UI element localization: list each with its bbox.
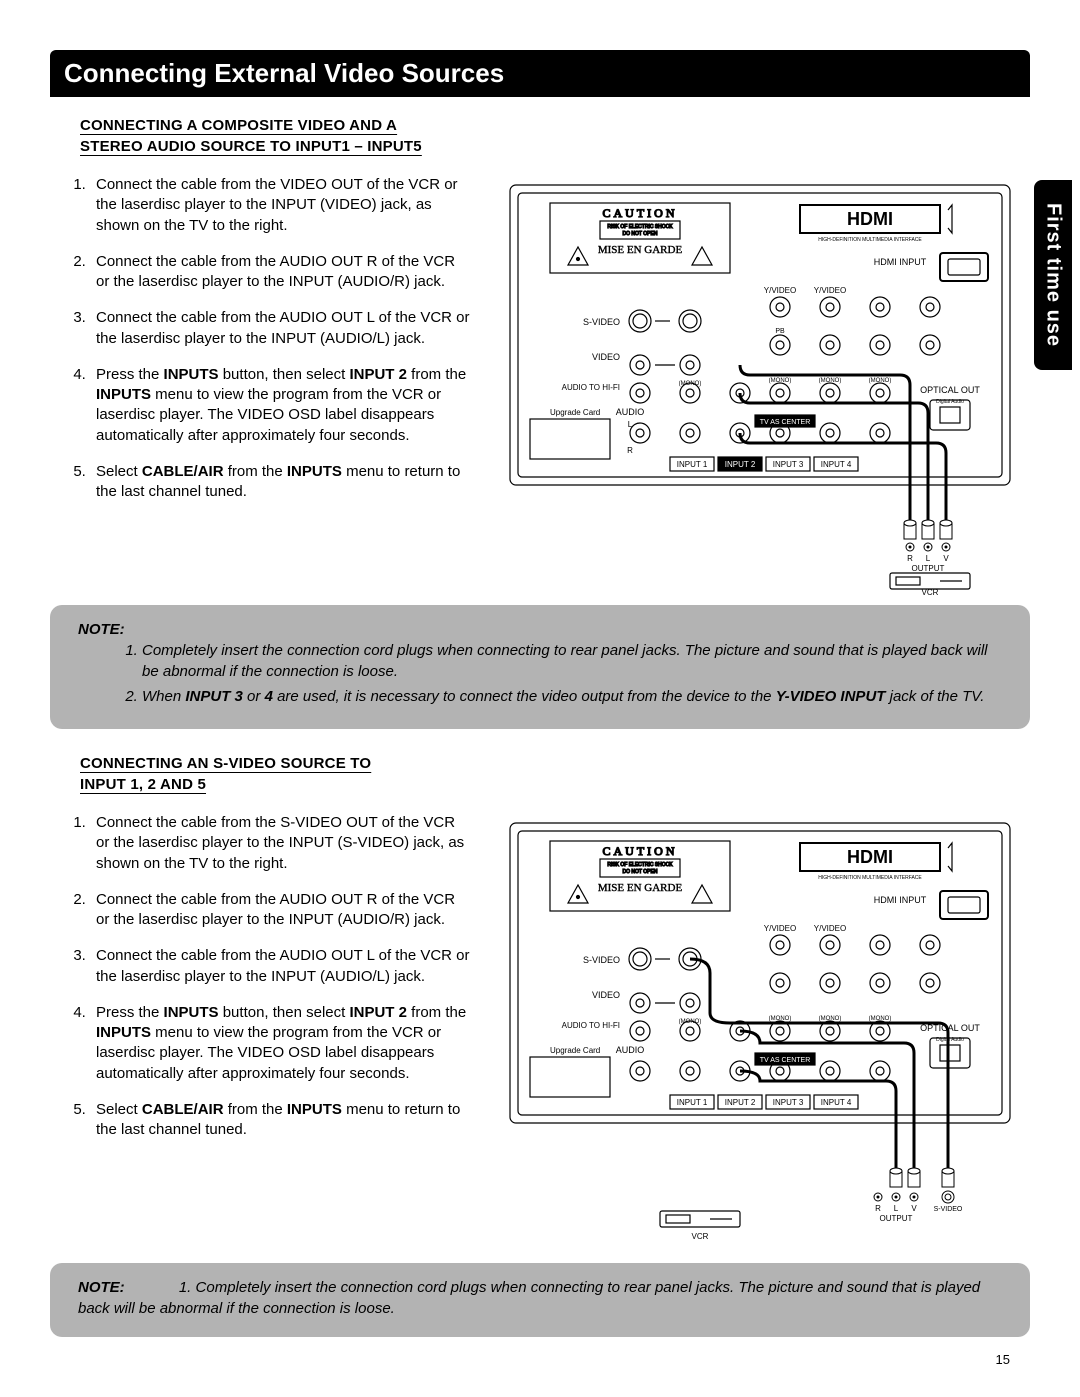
svg-text:INPUT 1: INPUT 1 <box>677 1098 708 1107</box>
svg-text:INPUT 3: INPUT 3 <box>773 460 804 469</box>
svg-text:INPUT 4: INPUT 4 <box>821 460 852 469</box>
svg-text:RISK OF ELECTRIC SHOCK: RISK OF ELECTRIC SHOCK <box>607 224 673 230</box>
svg-text:(MONO): (MONO) <box>769 378 792 384</box>
svg-text:DO NOT OPEN: DO NOT OPEN <box>623 869 658 875</box>
svg-text:Y/VIDEO: Y/VIDEO <box>814 924 846 933</box>
rear-panel-diagram-2: CAUTION RISK OF ELECTRIC SHOCK DO NOT OP… <box>500 813 1020 1253</box>
svg-text:(MONO): (MONO) <box>869 378 892 384</box>
svg-text:INPUT 3: INPUT 3 <box>773 1098 804 1107</box>
svg-text:V: V <box>911 1204 917 1213</box>
list-item: Connect the cable from the S-VIDEO OUT o… <box>90 813 470 874</box>
section1-heading: CONNECTING A COMPOSITE VIDEO AND A STERE… <box>80 115 460 157</box>
diagram-1: CAUTION RISK OF ELECTRIC SHOCK DO NOT OP… <box>490 175 1030 595</box>
list-item: Select CABLE/AIR from the INPUTS menu to… <box>90 462 470 503</box>
list-item: When INPUT 3 or 4 are used, it is necess… <box>142 686 1002 707</box>
svg-text:S-VIDEO: S-VIDEO <box>934 1206 963 1213</box>
svg-text:R: R <box>627 446 633 455</box>
svg-text:Y/VIDEO: Y/VIDEO <box>764 924 796 933</box>
section2-steps: Connect the cable from the S-VIDEO OUT o… <box>50 813 470 1253</box>
note2-label: NOTE: <box>78 1279 125 1296</box>
svg-text:PB: PB <box>775 328 785 335</box>
note-box-2: NOTE: 1. Completely insert the connectio… <box>50 1263 1030 1337</box>
svg-text:HDMI: HDMI <box>847 209 893 229</box>
svg-text:Y/VIDEO: Y/VIDEO <box>814 286 846 295</box>
svg-text:HDMI INPUT: HDMI INPUT <box>874 895 927 905</box>
note-box-1: NOTE: Completely insert the connection c… <box>50 605 1030 729</box>
svg-text:AUDIO TO HI-FI: AUDIO TO HI-FI <box>562 383 620 392</box>
svg-text:L: L <box>926 554 931 563</box>
list-item: Connect the cable from the AUDIO OUT L o… <box>90 308 470 349</box>
note-label: NOTE: <box>78 619 1002 640</box>
page-number: 15 <box>996 1352 1010 1367</box>
svg-text:Digital Audio: Digital Audio <box>936 399 964 405</box>
svg-text:MISE EN GARDE: MISE EN GARDE <box>598 244 683 256</box>
svg-text:OUTPUT: OUTPUT <box>912 564 945 573</box>
svg-text:OUTPUT: OUTPUT <box>880 1214 913 1223</box>
svg-text:OPTICAL OUT: OPTICAL OUT <box>920 385 980 395</box>
note2-text: 1. Completely insert the connection cord… <box>78 1279 980 1317</box>
side-tab: First time use <box>1034 180 1072 370</box>
svg-text:L: L <box>894 1204 899 1213</box>
list-item: Completely insert the connection cord pl… <box>142 640 1002 682</box>
svg-text:AUDIO: AUDIO <box>616 407 645 417</box>
list-item: Connect the cable from the AUDIO OUT R o… <box>90 252 470 293</box>
list-item: Press the INPUTS button, then select INP… <box>90 365 470 446</box>
svg-text:HIGH-DEFINITION MULTIMEDIA INT: HIGH-DEFINITION MULTIMEDIA INTERFACE <box>818 237 922 243</box>
svg-text:VIDEO: VIDEO <box>592 990 620 1000</box>
svg-text:INPUT 1: INPUT 1 <box>677 460 708 469</box>
svg-text:AUDIO: AUDIO <box>616 1045 645 1055</box>
section1-steps: Connect the cable from the VIDEO OUT of … <box>50 175 470 595</box>
svg-text:MISE EN GARDE: MISE EN GARDE <box>598 882 683 894</box>
section2-heading: CONNECTING AN S-VIDEO SOURCE TO INPUT 1,… <box>80 753 380 795</box>
list-item: Connect the cable from the AUDIO OUT L o… <box>90 946 470 987</box>
side-tab-label: First time use <box>1042 203 1065 347</box>
list-item: Select CABLE/AIR from the INPUTS menu to… <box>90 1100 470 1141</box>
svg-text:R: R <box>875 1204 881 1213</box>
svg-text:HIGH-DEFINITION MULTIMEDIA INT: HIGH-DEFINITION MULTIMEDIA INTERFACE <box>818 875 922 881</box>
svg-text:TV AS CENTER: TV AS CENTER <box>760 1057 811 1064</box>
svg-text:INPUT 2: INPUT 2 <box>725 460 756 469</box>
svg-text:HDMI: HDMI <box>847 847 893 867</box>
svg-text:Digital Audio: Digital Audio <box>936 1037 964 1043</box>
svg-text:VCR: VCR <box>922 588 939 595</box>
svg-text:V: V <box>943 554 949 563</box>
svg-text:Upgrade Card: Upgrade Card <box>550 1046 600 1055</box>
svg-text:Y/VIDEO: Y/VIDEO <box>764 286 796 295</box>
svg-text:DO NOT OPEN: DO NOT OPEN <box>623 231 658 237</box>
svg-text:(MONO): (MONO) <box>819 378 842 384</box>
rear-panel-diagram-1: CAUTION RISK OF ELECTRIC SHOCK DO NOT OP… <box>500 175 1020 595</box>
svg-text:Upgrade Card: Upgrade Card <box>550 408 600 417</box>
svg-text:(MONO): (MONO) <box>869 1016 892 1022</box>
svg-text:(MONO): (MONO) <box>769 1016 792 1022</box>
svg-text:S-VIDEO: S-VIDEO <box>583 955 620 965</box>
svg-text:AUDIO TO HI-FI: AUDIO TO HI-FI <box>562 1021 620 1030</box>
svg-text:R: R <box>907 554 913 563</box>
list-item: Press the INPUTS button, then select INP… <box>90 1003 470 1084</box>
svg-text:RISK OF ELECTRIC SHOCK: RISK OF ELECTRIC SHOCK <box>607 862 673 868</box>
svg-text:HDMI INPUT: HDMI INPUT <box>874 257 927 267</box>
svg-text:VIDEO: VIDEO <box>592 352 620 362</box>
svg-text:INPUT 4: INPUT 4 <box>821 1098 852 1107</box>
list-item: Connect the cable from the AUDIO OUT R o… <box>90 890 470 931</box>
svg-text:TV AS CENTER: TV AS CENTER <box>760 419 811 426</box>
svg-text:S-VIDEO: S-VIDEO <box>583 317 620 327</box>
list-item: Connect the cable from the VIDEO OUT of … <box>90 175 470 236</box>
page-title: Connecting External Video Sources <box>50 50 1030 97</box>
svg-text:(MONO): (MONO) <box>819 1016 842 1022</box>
svg-text:CAUTION: CAUTION <box>603 206 678 220</box>
svg-text:VCR: VCR <box>692 1232 709 1241</box>
svg-text:CAUTION: CAUTION <box>603 844 678 858</box>
page-content: Connecting External Video Sources CONNEC… <box>50 50 1030 1361</box>
diagram-2: CAUTION RISK OF ELECTRIC SHOCK DO NOT OP… <box>490 813 1030 1253</box>
svg-text:INPUT 2: INPUT 2 <box>725 1098 756 1107</box>
